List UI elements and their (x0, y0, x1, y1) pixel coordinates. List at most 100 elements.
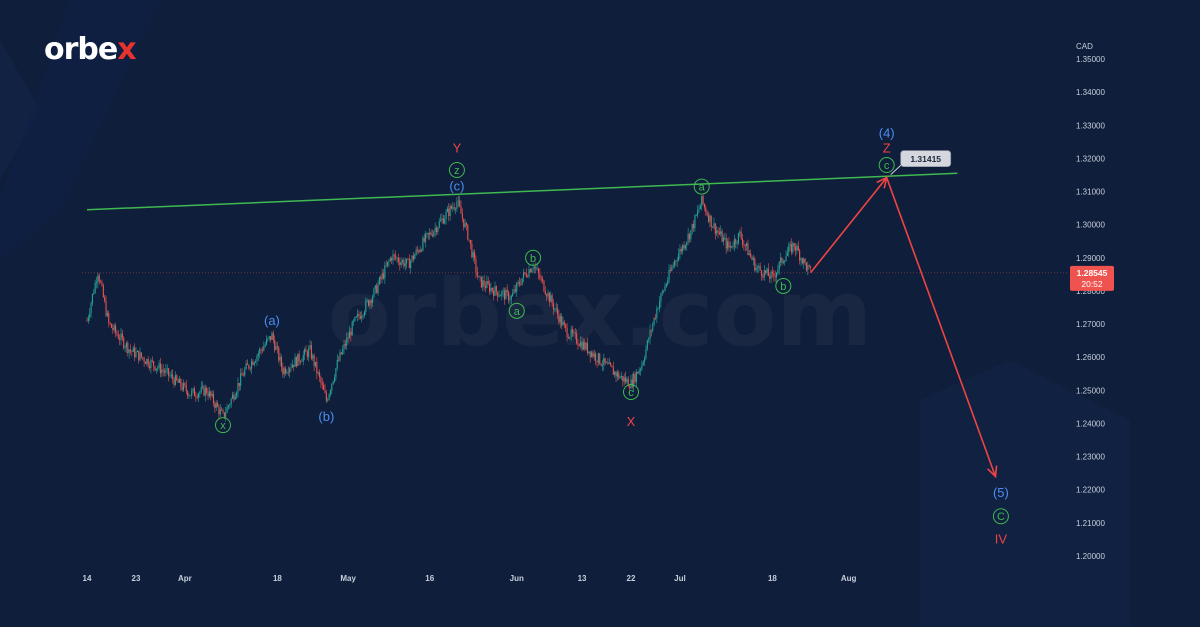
candle-body (578, 345, 580, 347)
candle-body (149, 365, 151, 368)
candle-body (248, 364, 250, 369)
candle-body (382, 273, 385, 279)
candle-body (449, 206, 451, 217)
candle-body (442, 218, 444, 224)
x-tick-label: May (340, 574, 356, 583)
wave-label: x (220, 420, 226, 432)
candle-body (554, 308, 556, 310)
x-tick-label: Aug (841, 574, 857, 583)
candle-body (665, 284, 667, 286)
candle-body (278, 347, 280, 361)
candle-body (465, 223, 467, 226)
candle-body (604, 358, 606, 363)
candle-body (109, 322, 111, 324)
candle-body (445, 211, 447, 220)
candle-body (431, 234, 433, 236)
candle-body (102, 285, 104, 298)
candle-body (184, 383, 186, 386)
y-tick-label: 1.21000 (1076, 519, 1105, 528)
candle-body (622, 375, 624, 382)
candle-body (698, 209, 700, 211)
candle-body (703, 203, 705, 208)
candle-body (491, 287, 493, 291)
candle-body (150, 360, 152, 368)
candle-body (327, 399, 329, 401)
candle-body (256, 355, 258, 362)
candle-body (359, 316, 361, 319)
candle-body (637, 371, 639, 374)
candle-body (444, 219, 446, 224)
candle-body (387, 261, 389, 266)
candle-body (157, 367, 159, 369)
candle-body (607, 362, 609, 365)
candle-body (323, 384, 325, 390)
x-tick-label: Apr (178, 574, 192, 583)
candle-body (116, 332, 118, 335)
candle-body (773, 273, 775, 276)
candle-body (623, 377, 625, 382)
candle-body (87, 317, 89, 321)
candle-body (792, 243, 794, 253)
forecast-arrow-down (987, 465, 998, 479)
candle-body (531, 269, 533, 273)
candle-body (767, 268, 769, 277)
candle-body (701, 195, 703, 206)
candle-body (218, 406, 220, 415)
candle-body (781, 257, 783, 264)
candle-body (758, 266, 760, 268)
candle-body (706, 212, 708, 216)
candle-body (406, 258, 408, 264)
candle-body (142, 357, 144, 359)
candle-body (350, 331, 352, 336)
candle-body (682, 245, 684, 252)
candle-body (427, 233, 429, 235)
candle-body (775, 272, 778, 278)
candle-body (203, 385, 205, 396)
candle-body (809, 265, 812, 268)
candle-body (202, 385, 204, 387)
candle-body (573, 332, 575, 334)
candle-body (289, 368, 291, 373)
x-tick-label: 22 (627, 574, 636, 583)
candle-body (119, 338, 121, 340)
candle-body (255, 361, 257, 363)
candle-body (180, 379, 182, 387)
candle-body (355, 316, 357, 318)
candle-body (543, 280, 545, 292)
candle-body (120, 333, 122, 340)
candle-body (795, 246, 797, 251)
candle-body (467, 225, 469, 240)
candle-body (762, 275, 764, 278)
candle-body (611, 365, 613, 368)
candle-body (324, 389, 326, 393)
candle-body (410, 260, 412, 269)
candle-body (672, 265, 674, 268)
candle-body (210, 391, 212, 396)
candle-body (236, 392, 238, 397)
candle-body (91, 294, 93, 304)
candle-body (212, 393, 215, 404)
candle-body (181, 386, 183, 390)
candle-body (548, 292, 550, 302)
candle-body (648, 339, 650, 341)
candle-body (270, 336, 272, 340)
candle-body (108, 312, 110, 323)
candle-body (495, 286, 497, 292)
candle-body (358, 313, 360, 317)
candle-body (627, 378, 629, 387)
candle-body (127, 342, 129, 353)
candle-body (143, 358, 145, 362)
candle-body (221, 409, 223, 411)
candle-body (536, 268, 538, 270)
candle-body (634, 373, 636, 383)
bg-chevron-shape (0, 40, 40, 180)
candle-body (732, 246, 734, 248)
candle-body (335, 368, 337, 378)
watermark: orbex.com (328, 260, 873, 367)
candle-body (552, 303, 555, 310)
candle-body (717, 230, 719, 233)
candle-body (508, 291, 510, 301)
candle-body (140, 352, 142, 358)
candle-body (468, 239, 470, 241)
candle-body (656, 308, 658, 319)
